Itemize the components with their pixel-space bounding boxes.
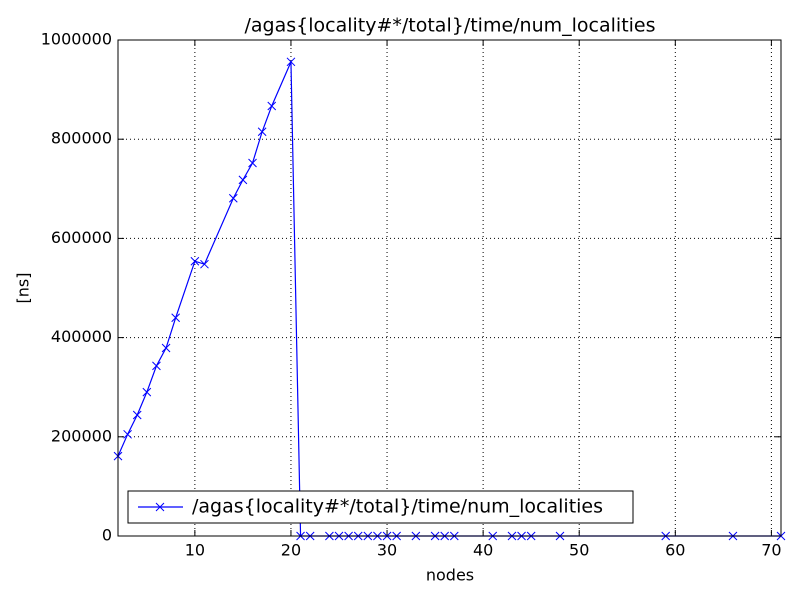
- data-marker: [190, 256, 200, 266]
- legend-label: /agas{locality#*/total}/time/num_localit…: [192, 496, 603, 518]
- legend-box: [127, 490, 634, 524]
- data-marker: [286, 57, 296, 67]
- data-marker: [200, 259, 209, 269]
- data-marker: [267, 101, 277, 111]
- data-marker: [161, 343, 171, 353]
- y-tick-label: 800000: [51, 129, 112, 148]
- y-tick-label: 400000: [51, 327, 112, 346]
- x-axis-label: nodes: [426, 566, 474, 585]
- data-marker: [171, 313, 181, 323]
- y-axis-label: [ns]: [14, 273, 33, 304]
- legend-marker: [155, 502, 165, 512]
- y-tick-label: 600000: [51, 228, 112, 247]
- data-marker: [152, 361, 161, 371]
- y-tick-label: 200000: [51, 426, 112, 445]
- data-marker: [132, 410, 142, 420]
- y-tick-label: 1000000: [41, 30, 112, 49]
- data-marker: [238, 175, 248, 185]
- data-marker: [257, 127, 267, 137]
- chart-title: /agas{locality#*/total}/time/num_localit…: [244, 15, 655, 37]
- data-marker: [123, 429, 132, 439]
- plot-frame: [117, 39, 782, 537]
- x-tick-label: 10: [185, 541, 205, 560]
- x-tick-label: 40: [473, 541, 493, 560]
- x-tick-label: 70: [761, 541, 781, 560]
- x-tick-label: 30: [377, 541, 397, 560]
- data-marker: [142, 387, 152, 397]
- data-marker: [228, 193, 238, 203]
- x-tick-label: 50: [569, 541, 589, 560]
- legend: /agas{locality#*/total}/time/num_localit…: [127, 490, 634, 524]
- data-marker: [248, 158, 257, 168]
- x-tick-label: 60: [665, 541, 685, 560]
- x-tick-label: 20: [281, 541, 301, 560]
- y-tick-label: 0: [102, 526, 112, 545]
